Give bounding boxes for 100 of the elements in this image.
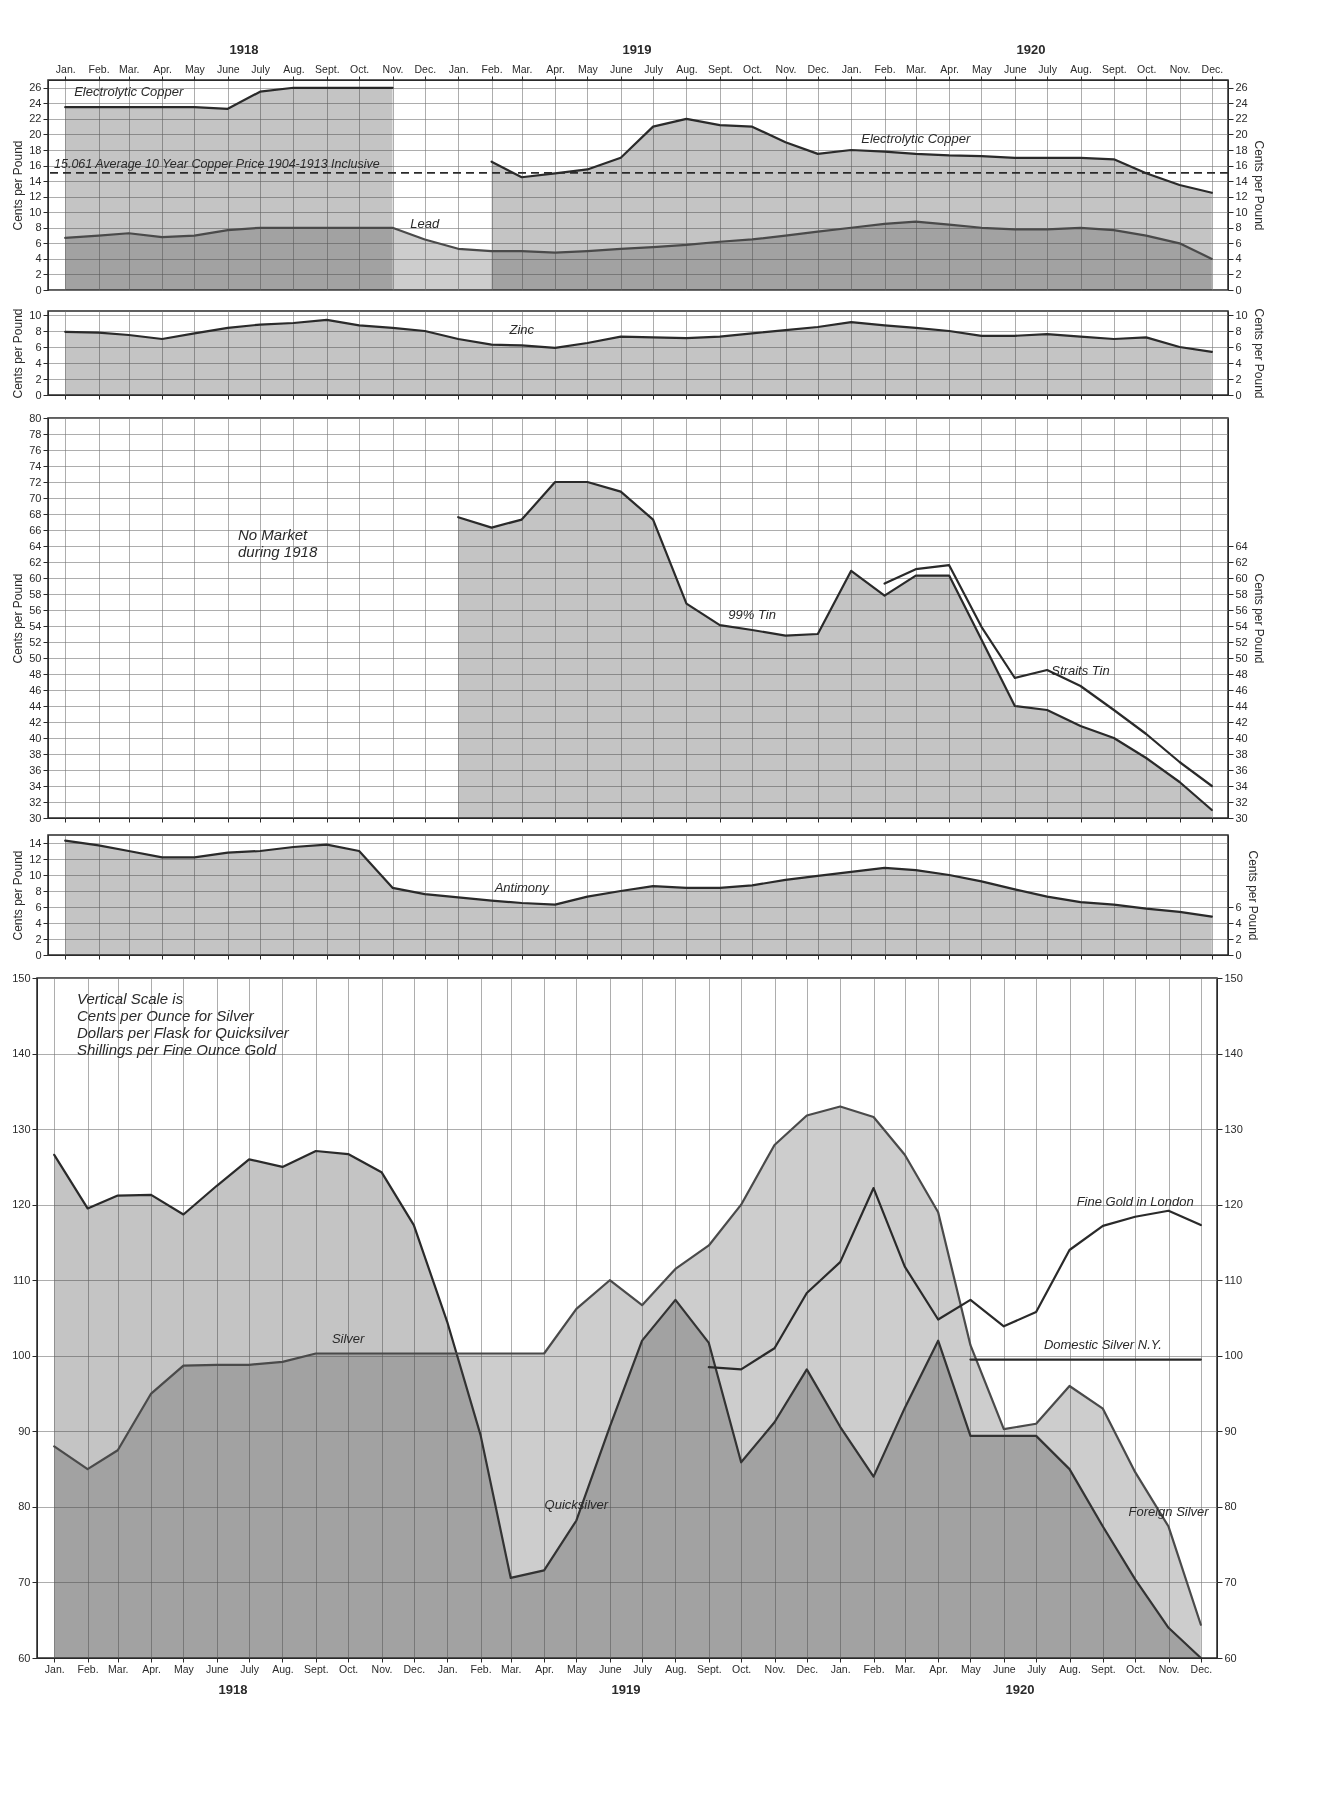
y-tick-label: 0 [35,388,42,401]
x2-tick-label: 1920 [1016,42,1046,57]
y2-tick-label: 0 [1235,388,1242,401]
x-tick-label: July [1038,62,1058,75]
y-tick-label: 2 [35,267,42,280]
x-tick-label: Dec. [807,62,830,75]
y2-tick-label: 8 [1235,324,1242,337]
y2-tick-label: 56 [1235,603,1248,616]
x-tick-label: May [972,62,993,75]
y2-tick-label: 60 [1235,571,1248,584]
y2-tick-label: 52 [1235,635,1248,648]
y-axis-title: Cents per Pound [11,308,26,399]
x-tick-label: Apr. [153,62,172,75]
y2-tick-label: 54 [1235,619,1248,632]
y2-tick-label: 18 [1235,143,1248,156]
y-tick-label: 150 [12,971,31,984]
y2-tick-label: 0 [1235,948,1242,961]
annotation: Electrolytic Copper [74,84,184,100]
y-tick-label: 76 [29,443,42,456]
x-tick-label: Dec. [796,1662,819,1675]
x-tick-label: Nov. [371,1662,393,1675]
x-tick-label: Jan. [437,1662,458,1675]
y-tick-label: 8 [35,884,42,897]
y-tick-label: 40 [29,731,42,744]
x-tick-label: Apr. [940,62,959,75]
x-tick-label: Aug. [283,62,305,75]
y2-axis-title: Cents per Pound [1251,308,1266,399]
x-tick-label: Nov. [764,1662,786,1675]
x-tick-label: Aug. [665,1662,687,1675]
y2-tick-label: 120 [1224,1198,1243,1211]
y-tick-label: 62 [29,555,42,568]
y2-tick-label: 6 [1235,340,1242,353]
y-tick-label: 74 [29,459,42,472]
y-tick-label: 34 [29,779,42,792]
x-tick-label: Dec. [1201,62,1224,75]
y2-tick-label: 58 [1235,587,1248,600]
x-tick-label: Oct. [350,62,370,75]
y-tick-label: 70 [18,1575,31,1588]
x-tick-label: June [992,1662,1016,1675]
x-tick-label: Feb. [481,62,503,75]
x2-tick-label: 1920 [1005,1682,1035,1697]
x2-tick-label: 1918 [229,42,259,57]
y2-tick-label: 4 [1235,916,1242,929]
x-tick-label: Feb. [77,1662,99,1675]
x-tick-label: Oct. [1126,1662,1146,1675]
x-tick-label: Dec. [1190,1662,1213,1675]
y-tick-label: 38 [29,747,42,760]
y-tick-label: 68 [29,507,42,520]
x-tick-label: May [185,62,206,75]
x-tick-label: July [644,62,664,75]
y-tick-label: 64 [29,539,42,552]
y-tick-label: 12 [29,190,42,203]
x-tick-label: May [577,62,599,75]
x-tick-label: Aug. [676,62,698,75]
y2-tick-label: 46 [1235,683,1248,696]
y2-tick-label: 0 [1235,283,1242,296]
y-tick-label: 10 [29,308,42,321]
y-tick-label: 48 [29,667,42,680]
y2-tick-label: 80 [1224,1500,1237,1513]
y2-tick-label: 12 [1235,190,1248,203]
y2-tick-label: 32 [1235,795,1248,808]
x-tick-label: Apr. [142,1662,161,1675]
line-series [883,564,1213,788]
x-tick-label: June [205,1662,229,1675]
y-tick-label: 6 [35,236,42,249]
x-tick-label: July [251,62,271,75]
y2-tick-label: 26 [1235,81,1248,94]
x-tick-label: Nov. [1169,62,1191,75]
y-tick-label: 100 [12,1349,31,1362]
y2-tick-label: 62 [1235,555,1248,568]
annotation: No Market during 1918 [238,526,318,560]
x-tick-label: Sept. [708,62,733,75]
x-tick-label: May [174,1662,195,1675]
annotation: Lead [410,216,441,232]
x-tick-label: June [216,62,240,75]
y-tick-label: 14 [29,174,42,187]
annotation: 99% Tin [728,607,776,622]
x-tick-label: June [1003,62,1027,75]
y2-tick-label: 60 [1224,1651,1237,1664]
y2-tick-label: 8 [1235,221,1242,234]
y2-tick-label: 140 [1224,1047,1243,1060]
y-tick-label: 140 [12,1047,31,1060]
y-tick-label: 44 [29,699,42,712]
x-tick-label: Jan. [55,62,76,75]
y-tick-label: 4 [35,356,42,369]
x-tick-label: Sept. [1102,62,1127,75]
y2-tick-label: 30 [1235,811,1248,824]
y-tick-label: 22 [29,112,42,125]
y-tick-label: 6 [35,900,42,913]
ref-line-label: 15.061 Average 10 Year Copper Price 1904-1913 Inclusive [54,156,380,171]
y2-tick-label: 130 [1224,1122,1243,1135]
annotation: Straits Tin [1051,663,1110,678]
x-tick-label: June [598,1662,622,1675]
x-tick-label: Oct. [1137,62,1157,75]
x-tick-label: Nov. [382,62,404,75]
y-axis-title: Cents per Pound [11,140,26,231]
y-tick-label: 72 [29,475,42,488]
annotation: Domestic Silver N.Y. [1043,1336,1162,1352]
annotation: Antimony [493,880,551,895]
y-tick-label: 52 [29,635,42,648]
